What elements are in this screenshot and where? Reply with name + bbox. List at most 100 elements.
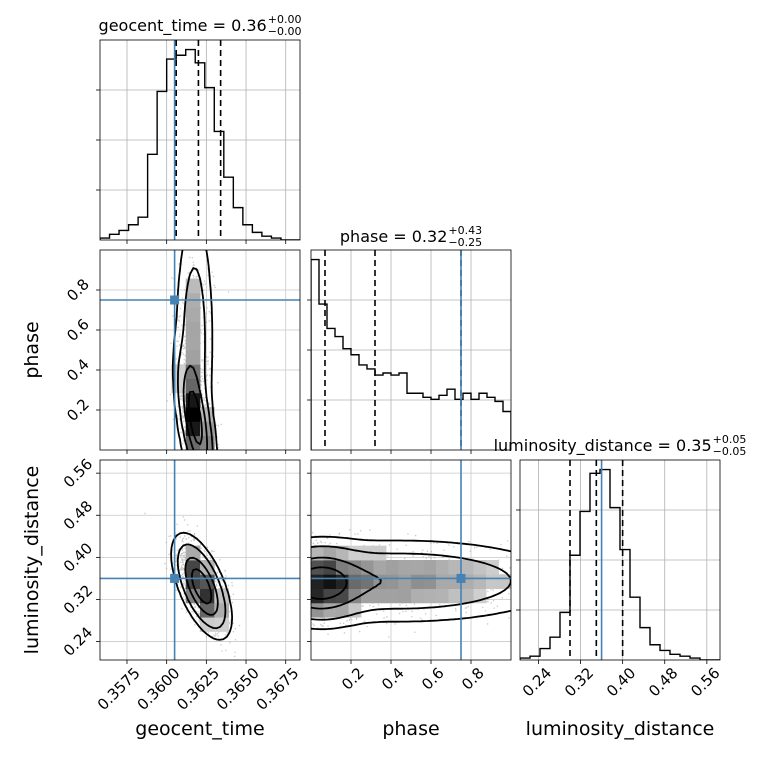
- density-cell: [185, 421, 201, 437]
- contour-line-0: [187, 390, 203, 446]
- histogram-step-phase: [311, 258, 511, 450]
- density-cell: [323, 560, 337, 575]
- density-cell: [423, 588, 437, 604]
- y-tick-label-phase: 0.2: [63, 395, 93, 425]
- contour-line-1: [311, 556, 382, 610]
- title-main: phase = 0.32: [340, 227, 447, 246]
- density-cell: [461, 588, 474, 604]
- x-tick-label-geocent_time: 0.3600: [134, 664, 184, 714]
- x-axis-label-geocent_time: geocent_time: [135, 718, 264, 740]
- density-cell: [348, 574, 362, 589]
- density-cell: [336, 560, 349, 575]
- scatter-panel-luminosity_distance-vs-phase: [307, 459, 512, 664]
- scatter-panel-phase-vs-geocent_time: [96, 249, 301, 454]
- density-cell: [185, 307, 201, 322]
- contour-line-1: [184, 556, 219, 616]
- density-cell: [185, 378, 201, 394]
- y-axis-label-luminosity_distance: luminosity_distance: [21, 466, 43, 655]
- density-cell: [423, 560, 437, 575]
- hist-panel-geocent_time: [96, 39, 301, 244]
- density-cell: [185, 407, 201, 422]
- contour-line-2: [311, 545, 511, 621]
- title-upper-error: +0.43: [448, 224, 482, 237]
- panel-frame: [310, 459, 512, 661]
- density-cell: [323, 574, 337, 589]
- density-cell: [311, 574, 324, 589]
- x-tick-label-luminosity_distance: 0.56: [687, 664, 723, 700]
- contour-line-2: [177, 267, 214, 450]
- x-tick-label-phase: 0.6: [418, 664, 448, 694]
- x-tick-label-luminosity_distance: 0.24: [519, 664, 555, 700]
- density-cell: [361, 574, 374, 589]
- x-tick-label-phase: 0.4: [378, 664, 408, 694]
- x-axis-label-phase: phase: [382, 718, 439, 740]
- x-tick-label-luminosity_distance: 0.40: [603, 664, 639, 700]
- y-tick-label-luminosity_distance: 0.48: [60, 497, 96, 533]
- density-cell: [348, 545, 362, 561]
- density-cell: [373, 588, 387, 604]
- density-cell: [448, 560, 462, 575]
- density-cell: [473, 574, 487, 589]
- density-cell: [486, 574, 499, 589]
- title-lower-error: −0.05: [713, 445, 747, 458]
- density-cell: [323, 588, 337, 604]
- y-tick-label-luminosity_distance: 0.40: [60, 539, 96, 575]
- density-cell: [200, 560, 215, 575]
- contour-line-3: [311, 535, 511, 631]
- text-layer: geocent_time = 0.36 +0.00−0.00 phase = 0.3…: [21, 13, 746, 740]
- density-cell: [323, 545, 337, 561]
- density-cell: [436, 574, 449, 589]
- density-cell: [200, 602, 215, 618]
- density-cell: [411, 588, 424, 604]
- density-cell: [436, 588, 449, 604]
- y-tick-label-phase: 0.8: [63, 275, 93, 305]
- title-lower-error: −0.25: [448, 236, 482, 249]
- scatter-panel-luminosity_distance-vs-geocent_time: [96, 459, 301, 664]
- panel-title-phase: phase = 0.32 +0.43−0.25: [340, 224, 482, 249]
- x-tick-label-geocent_time: 0.3650: [213, 664, 263, 714]
- density-cell: [461, 560, 474, 575]
- hist-panel-luminosity_distance: [516, 459, 721, 664]
- truth-marker: [170, 295, 180, 305]
- hist-panel-phase: [307, 249, 512, 454]
- density-cell: [398, 560, 412, 575]
- histogram-step-geocent_time: [100, 48, 300, 240]
- title-upper-error: +0.05: [713, 433, 747, 446]
- density-cell: [323, 602, 337, 618]
- density-cell: [185, 335, 201, 351]
- density-cell: [411, 560, 424, 575]
- panel-frame: [99, 459, 301, 661]
- density-cell: [448, 588, 462, 604]
- histogram-step-luminosity_distance: [520, 468, 720, 660]
- density-cell: [486, 560, 499, 575]
- x-tick-label-geocent_time: 0.3575: [94, 664, 144, 714]
- x-tick-label-phase: 0.8: [458, 664, 488, 694]
- panel-frame: [99, 249, 301, 451]
- density-cell: [185, 350, 201, 365]
- title-upper-error: +0.00: [268, 13, 302, 26]
- density-cell: [386, 588, 399, 604]
- truth-marker: [456, 573, 466, 583]
- density-cell: [436, 560, 449, 575]
- density-cell: [411, 574, 424, 589]
- density-cell: [336, 588, 349, 604]
- y-tick-label-luminosity_distance: 0.56: [60, 455, 96, 491]
- density-cell: [185, 278, 201, 294]
- x-tick-label-luminosity_distance: 0.48: [645, 664, 681, 700]
- y-tick-label-luminosity_distance: 0.32: [60, 581, 96, 617]
- panels-layer: [96, 39, 721, 664]
- y-axis-label-phase: phase: [21, 321, 43, 378]
- x-tick-label-luminosity_distance: 0.32: [561, 664, 597, 700]
- title-main: geocent_time = 0.36: [99, 16, 267, 36]
- density-cell: [311, 588, 324, 604]
- density-cell: [185, 560, 201, 575]
- density-cell: [185, 364, 201, 379]
- truth-marker: [170, 573, 180, 583]
- density-cell: [386, 574, 399, 589]
- density-cell: [185, 321, 201, 337]
- density-cell: [398, 574, 412, 589]
- title-lower-error: −0.00: [268, 25, 302, 38]
- density-cell: [311, 602, 324, 618]
- y-tick-label-luminosity_distance: 0.24: [60, 623, 96, 659]
